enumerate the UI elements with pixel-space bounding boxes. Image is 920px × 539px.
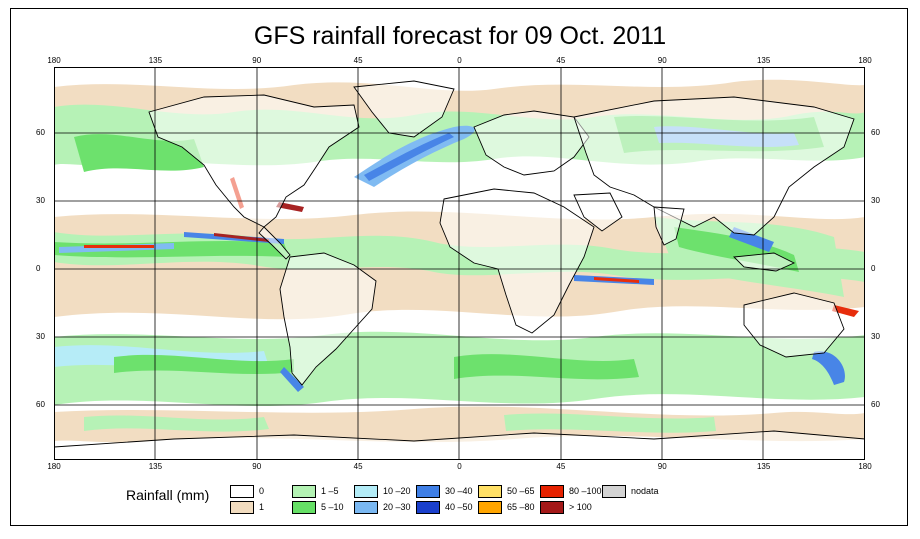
lat-tick-label: 60 xyxy=(36,400,45,409)
legend-label: 20 –30 xyxy=(383,502,411,512)
map-title: GFS rainfall forecast for 09 Oct. 2011 xyxy=(253,22,667,50)
legend-swatch xyxy=(292,485,316,498)
legend-swatch xyxy=(478,501,502,514)
lon-tick-label: 180 xyxy=(858,56,872,65)
lat-tick-label: 60 xyxy=(871,128,880,137)
legend-swatch xyxy=(354,485,378,498)
legend-label: 65 –80 xyxy=(507,502,535,512)
legend-swatch xyxy=(416,501,440,514)
legend-label: 50 –65 xyxy=(507,486,535,496)
lon-tick-label: 0 xyxy=(457,462,462,471)
lon-tick-label: 90 xyxy=(657,56,667,65)
legend-label: 30 –40 xyxy=(445,486,473,496)
legend-swatch xyxy=(230,485,254,498)
lon-tick-label: 90 xyxy=(252,56,262,65)
lat-tick-label: 30 xyxy=(871,332,880,341)
legend-swatch xyxy=(540,501,564,514)
legend-label: 5 –10 xyxy=(321,502,344,512)
lon-tick-label: 45 xyxy=(353,56,363,65)
lon-tick-label: 135 xyxy=(756,462,771,471)
legend-swatch xyxy=(354,501,378,514)
lat-tick-label: 0 xyxy=(36,264,41,273)
figure-frame xyxy=(10,8,908,526)
lon-tick-label: 180 xyxy=(47,56,61,65)
legend-swatch xyxy=(540,485,564,498)
legend-label: > 100 xyxy=(569,502,592,512)
lon-tick-label: 45 xyxy=(353,462,363,471)
legend-swatch xyxy=(292,501,316,514)
legend-label: 0 xyxy=(259,486,265,496)
lat-tick-label: 60 xyxy=(871,400,880,409)
lat-tick-label: 30 xyxy=(36,196,45,205)
legend-title: Rainfall (mm) xyxy=(126,487,210,503)
legend-label: nodata xyxy=(631,486,659,496)
lon-tick-label: 180 xyxy=(858,462,872,471)
legend-swatch xyxy=(230,501,254,514)
legend-swatch xyxy=(602,485,626,498)
graticule xyxy=(54,67,865,460)
lon-tick-label: 135 xyxy=(756,56,771,65)
legend-swatch xyxy=(416,485,440,498)
lat-tick-label: 30 xyxy=(871,196,880,205)
legend-label: 1 xyxy=(259,502,265,512)
lon-tick-label: 135 xyxy=(148,56,163,65)
lat-tick-label: 0 xyxy=(871,264,876,273)
legend-label: 40 –50 xyxy=(445,502,473,512)
lon-tick-label: 180 xyxy=(47,462,61,471)
lat-tick-label: 30 xyxy=(36,332,45,341)
rainfall-map xyxy=(54,67,865,460)
legend-swatch xyxy=(478,485,502,498)
lon-tick-label: 90 xyxy=(252,462,262,471)
legend-label: 10 –20 xyxy=(383,486,411,496)
lon-tick-label: 45 xyxy=(556,56,566,65)
lon-tick-label: 0 xyxy=(457,56,462,65)
lon-tick-label: 90 xyxy=(657,462,667,471)
lat-tick-label: 60 xyxy=(36,128,45,137)
legend-label: 80 –100 xyxy=(569,486,602,496)
legend-label: 1 –5 xyxy=(321,486,339,496)
lon-tick-label: 45 xyxy=(556,462,566,471)
lon-tick-label: 135 xyxy=(148,462,163,471)
